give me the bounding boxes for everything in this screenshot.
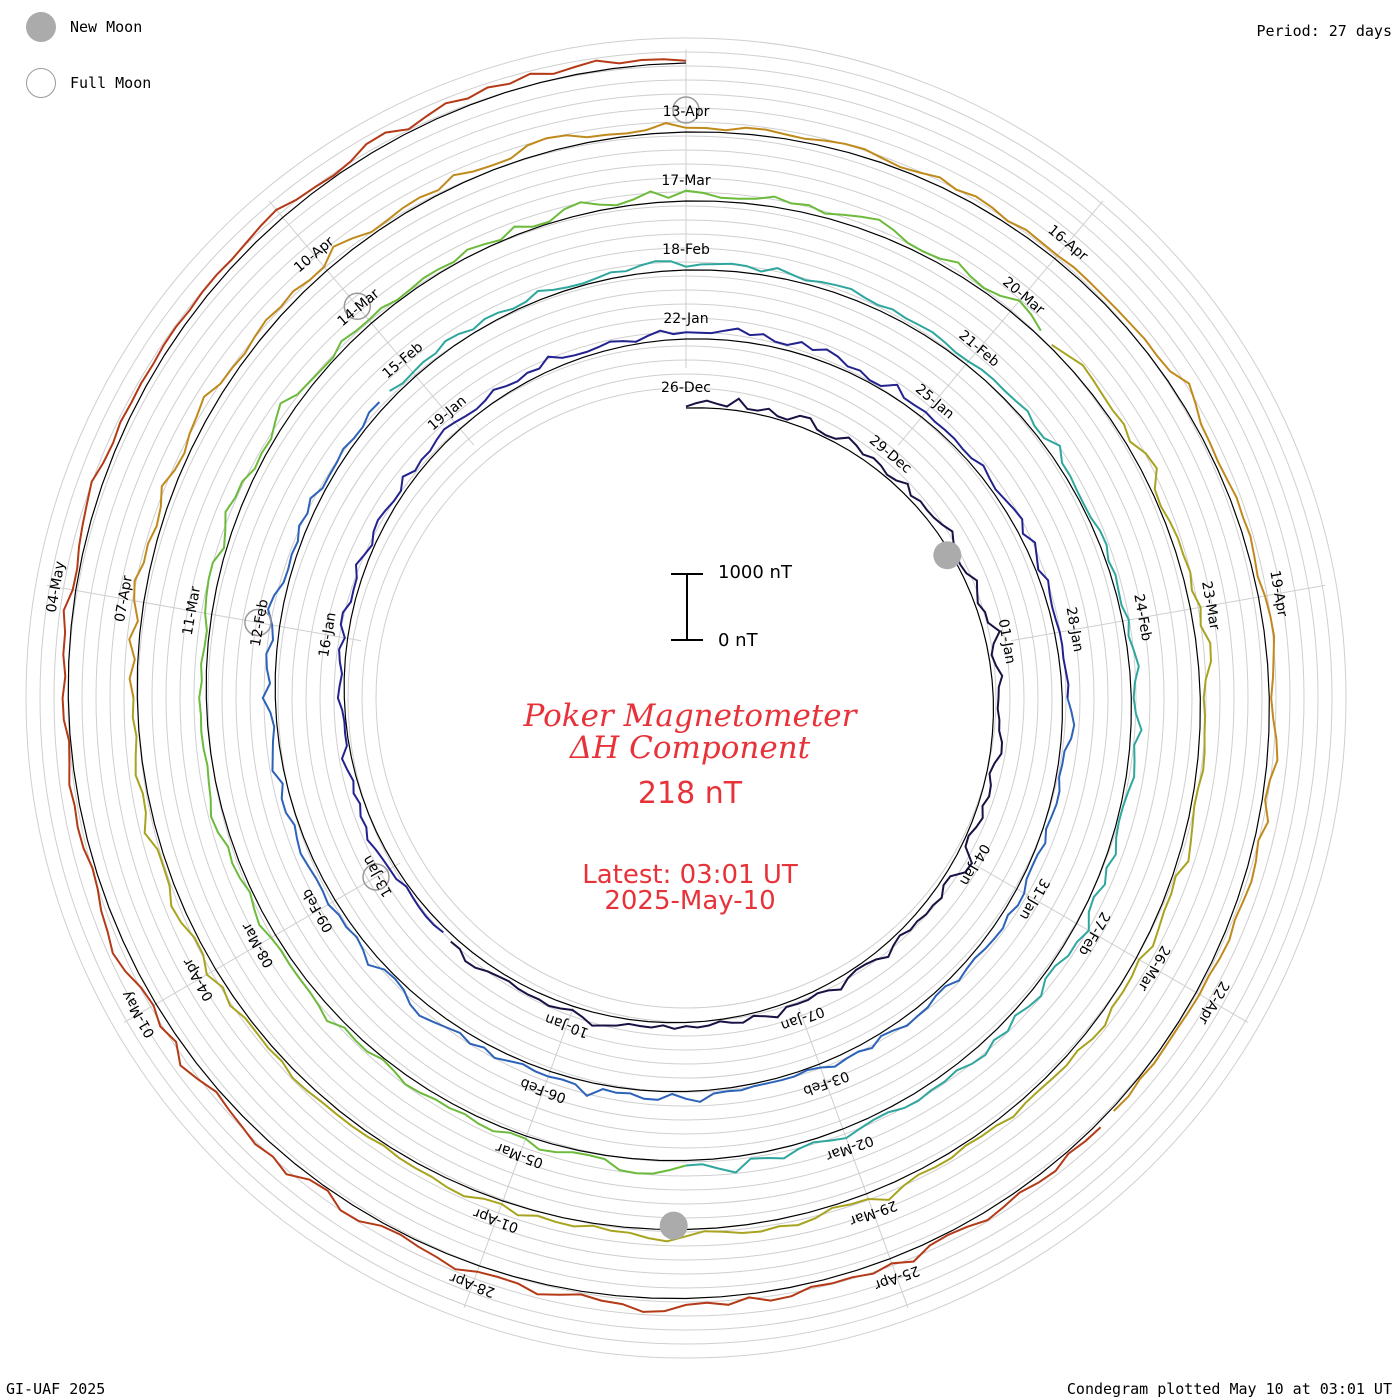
tick-label: 24-Feb [1130, 593, 1154, 643]
tick-label: 22-Jan [663, 311, 708, 327]
tick-label: 17-Mar [661, 173, 711, 189]
new-moon-marker [659, 1211, 688, 1240]
grid-circle [25, 37, 1347, 1359]
day-spoke [798, 1007, 909, 1308]
tick-label: 15-Feb [380, 339, 427, 382]
trace-segment [450, 397, 1004, 1030]
trace-segment [61, 58, 1102, 1313]
tick-label: 13-Jan [359, 852, 395, 899]
chart-title: Poker Magnetometer [523, 698, 857, 734]
new-moon-marker [933, 541, 962, 570]
trace-segment [198, 189, 1042, 1175]
tick-label: 25-Apr [872, 1262, 922, 1293]
scale-bottom-label: 0 nT [718, 630, 758, 651]
trace-segment [131, 343, 1213, 1243]
latest-time: Latest: 03:01 UT [582, 860, 798, 890]
tick-label: 20-Mar [999, 274, 1047, 318]
day-spoke [123, 862, 401, 1023]
chart-subtitle: ΔH Component [569, 730, 811, 766]
full-moon-label: Full Moon [70, 74, 152, 92]
day-spoke [971, 862, 1249, 1023]
full-moon-marker [672, 96, 700, 124]
tick-label: 29-Dec [866, 432, 915, 476]
current-value: 218 nT [637, 776, 743, 811]
trace-segment [261, 401, 1076, 1103]
tick-label: 01-Apr [471, 1204, 521, 1235]
baseline-spiral [67, 62, 1270, 1300]
new-moon-label: New Moon [70, 18, 143, 36]
day-spoke [46, 584, 362, 642]
period-label: Period: 27 days [1256, 22, 1392, 40]
latest-date: 2025-May-10 [604, 886, 776, 916]
tick-label: 29-Mar [847, 1197, 899, 1229]
footer-plotted: Condegram plotted May 10 at 03:01 UT [1066, 1380, 1392, 1398]
tick-label: 16-Jan [316, 611, 340, 658]
legend-full-moon: Full Moon [26, 68, 151, 98]
grid-circle [375, 387, 997, 1009]
day-spoke [463, 1007, 574, 1308]
full-moon-icon [26, 68, 56, 98]
legend-new-moon: New Moon [26, 12, 142, 42]
tick-label: 18-Feb [662, 242, 710, 258]
full-moon-marker [244, 608, 272, 637]
trace-segment [389, 260, 1143, 1174]
tick-label: 26-Dec [661, 380, 711, 396]
scale-bar [671, 573, 703, 641]
new-moon-icon [26, 12, 56, 42]
trace-segment [336, 327, 1070, 934]
day-spoke [1010, 584, 1326, 642]
day-spoke [897, 200, 1104, 446]
tick-label: 28-Jan [1063, 606, 1087, 653]
tick-label: 01-Jan [995, 618, 1019, 665]
tick-label: 28-Apr [447, 1269, 497, 1300]
tick-label: 23-Mar [1198, 580, 1222, 632]
moon-markers [244, 96, 962, 1240]
scale-top-label: 1000 nT [718, 562, 792, 583]
tick-label: 11-Mar [180, 585, 204, 637]
tick-label: 13-Apr [663, 104, 710, 120]
tick-label: 01-May [119, 988, 159, 1041]
tick-label: 05-Mar [494, 1139, 546, 1171]
magnetometer-trace [61, 58, 1279, 1313]
trace-segment [128, 122, 1279, 1112]
full-moon-marker [343, 292, 372, 321]
full-moon-marker [362, 863, 390, 891]
day-spokes [46, 49, 1326, 1308]
footer-credit: GI-UAF 2025 [6, 1380, 106, 1398]
baseline-spiral-path [67, 62, 1270, 1300]
